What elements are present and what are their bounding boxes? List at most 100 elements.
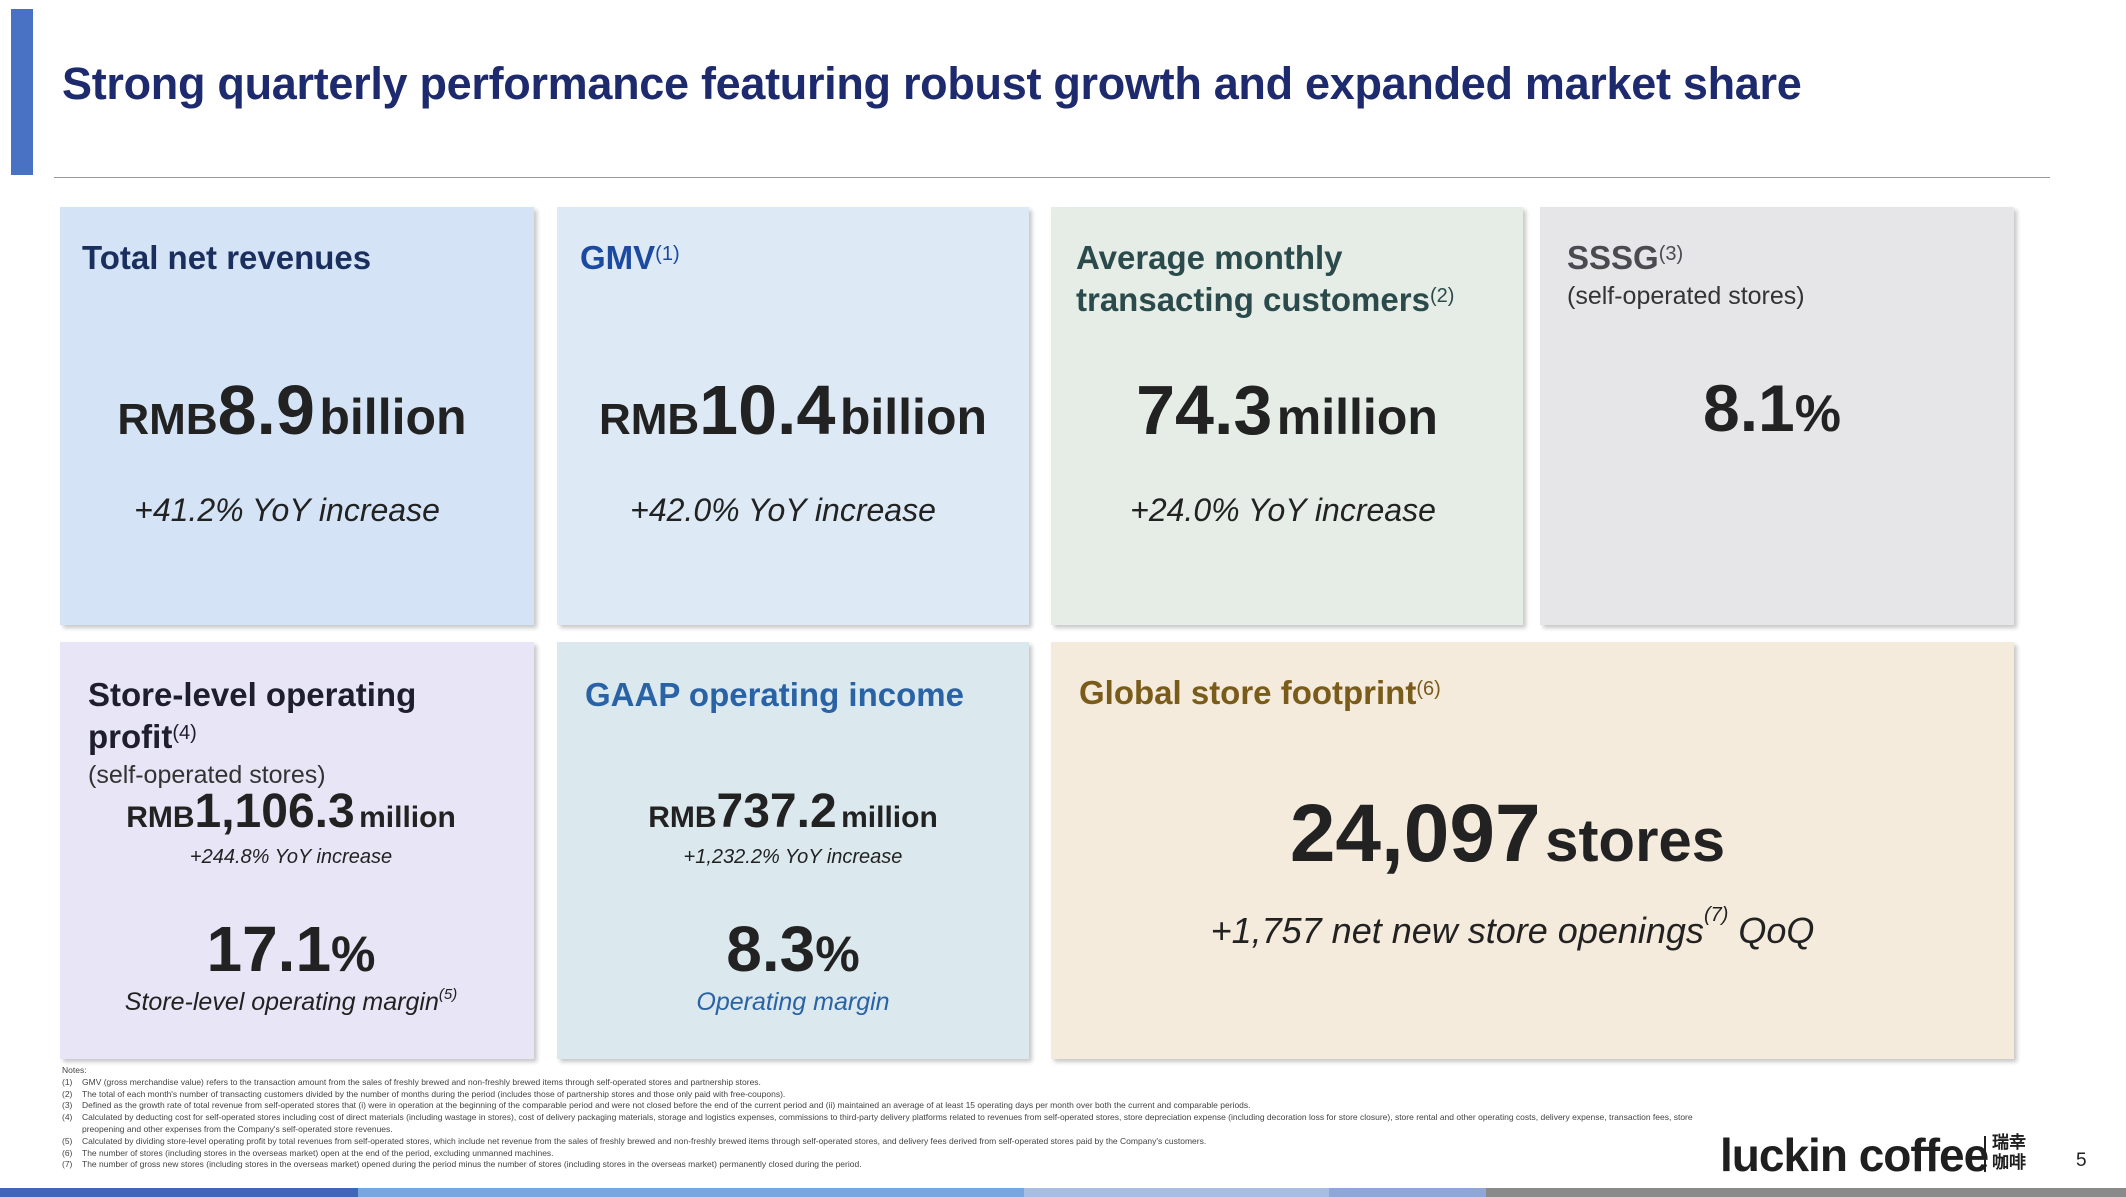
logo-divider [1984,1136,1986,1172]
value-unit: billion [319,389,467,445]
footnote-ref: (7) [1703,904,1729,926]
footnote-ref: (1) [655,243,680,265]
margin-unit: % [331,926,376,982]
card-heading-text: GAAP operating income [585,676,964,713]
logo-chinese-text: 瑞幸 咖啡 [1992,1133,2032,1173]
margin-unit: % [815,926,860,982]
card-heading-line1: Average monthly [1076,239,1343,276]
footnote-item: (2) The total of each month's number of t… [62,1089,1712,1101]
card-monthly-customers: Average monthly transacting customers(2)… [1051,207,1523,625]
sssg-value: 8.1% [1530,370,2014,446]
card-subheading: (self-operated stores) [1567,282,1805,310]
footnote-key: (6) [62,1147,73,1158]
net-openings-period: QoQ [1738,910,1815,951]
yoy-change: +1,232.2% YoY increase [683,846,903,868]
currency-label: RMB [117,395,218,444]
card-heading: GAAP operating income [557,674,1029,716]
value-unit: million [841,801,938,834]
margin-number: 8.3 [726,913,816,985]
value-number: 10.4 [699,371,836,449]
card-heading-text: Global store footprint [1079,674,1417,711]
footnote-key: (5) [62,1135,73,1146]
store-count-value: 24,097 stores [1001,787,2014,881]
footnote-item: (3) Defined as the growth rate of total r… [62,1100,1712,1112]
value-unit: % [1794,385,1841,443]
footnotes-label: Notes: [62,1065,87,1075]
store-margin-value: 17.1% [48,912,534,986]
currency-label: RMB [648,801,717,834]
value-number: 1,106.3 [194,785,355,838]
bottom-bar-segment [1329,1188,1486,1197]
margin-label: Operating margin [696,988,890,1016]
margin-label-text: Store-level operating margin [124,988,439,1016]
title-divider [54,177,2050,178]
yoy-change: +244.8% YoY increase [189,846,393,868]
value-unit: million [359,801,456,834]
card-heading: SSSG(3) (self-operated stores) [1540,237,2014,313]
card-total-net-revenues: Total net revenues RMB8.9 billion +41.2%… [60,207,534,625]
footnote-ref: (3) [1658,243,1684,265]
value-number: 24,097 [1289,788,1541,879]
card-heading: GMV(1) [557,237,1029,279]
card-heading-line2: transacting customers [1076,281,1430,318]
gaap-margin-value: 8.3% [557,912,1029,986]
card-store-level-profit: Store-level operating profit(4) (self-op… [60,642,534,1059]
footnote-text: The number of gross new stores (includin… [82,1159,862,1170]
margin-label: Store-level operating margin(5) [48,986,534,1017]
yoy-change: +24.0% YoY increase [1130,492,1436,528]
footnote-item: (5) Calculated by dividing store-level op… [62,1136,1712,1148]
footnote-item: (7) The number of gross new stores (inclu… [62,1159,1712,1171]
title-accent-bar [11,9,33,175]
footnote-item: (6) The number of stores (including store… [62,1148,1712,1160]
footnote-ref: (6) [1416,678,1441,700]
customers-value: 74.3 million [1051,370,1523,450]
yoy-change: +41.2% YoY increase [134,492,440,528]
footnote-text: The total of each month's number of tran… [82,1088,786,1099]
card-heading: Store-level operating profit(4) (self-op… [60,674,534,792]
card-gaap-operating-income: GAAP operating income RMB737.2 million +… [557,642,1029,1059]
revenue-value: RMB8.9 billion [50,370,534,450]
card-heading-text: SSSG [1567,239,1659,276]
card-heading-text: Store-level operating profit [88,676,417,755]
value-number: 737.2 [716,785,837,838]
footnote-text: GMV (gross merchandise value) refers to … [82,1076,761,1087]
currency-label: RMB [126,801,195,834]
card-heading: Average monthly transacting customers(2) [1051,237,1523,321]
footnote-ref: (4) [172,722,197,744]
gaap-value: RMB737.2 million [557,784,1029,839]
value-number: 8.9 [217,371,315,449]
net-openings-text: +1,757 net new store openings [1210,910,1704,951]
page-number: 5 [2076,1150,2087,1171]
footnote-text: Calculated by dividing store-level opera… [82,1135,1207,1146]
card-heading-text: Total net revenues [82,239,372,276]
bottom-bar-segment [0,1188,358,1197]
footnote-text: Defined as the growth rate of total reve… [82,1100,1251,1111]
gmv-value: RMB10.4 billion [557,370,1029,450]
card-subheading: (self-operated stores) [88,761,326,789]
currency-label: RMB [598,395,700,444]
footnote-key: (4) [62,1112,73,1123]
yoy-change: +42.0% YoY increase [630,492,936,528]
card-gmv: GMV(1) RMB10.4 billion +42.0% YoY increa… [557,207,1029,625]
footnote-key: (3) [62,1100,73,1111]
footnote-ref: (5) [438,986,458,1003]
footnote-key: (1) [62,1076,73,1087]
value-unit: billion [839,389,988,445]
net-openings: +1,757 net new store openings(7) QoQ [1011,904,2014,952]
card-sssg: SSSG(3) (self-operated stores) 8.1% [1540,207,2014,625]
footnote-text: Calculated by deducting cost for self-op… [82,1112,1693,1134]
footnote-key: (2) [62,1088,73,1099]
bottom-bar-segment [1024,1188,1329,1197]
logo-chinese-line1: 瑞幸 [1992,1133,2026,1152]
footnote-text: The number of stores (including stores i… [82,1147,554,1158]
footnote-item: (4) Calculated by deducting cost for self… [62,1112,1712,1136]
bottom-bar-segment [1486,1188,2126,1197]
card-heading: Global store footprint(6) [1051,672,2014,714]
bottom-bar-segment [358,1188,1024,1197]
page-title: Strong quarterly performance featuring r… [62,58,1802,109]
value-number: 8.1 [1703,371,1795,445]
value-unit: million [1276,389,1438,445]
margin-number: 17.1 [206,913,332,985]
value-number: 74.3 [1136,371,1273,449]
value-unit: stores [1545,807,1726,874]
